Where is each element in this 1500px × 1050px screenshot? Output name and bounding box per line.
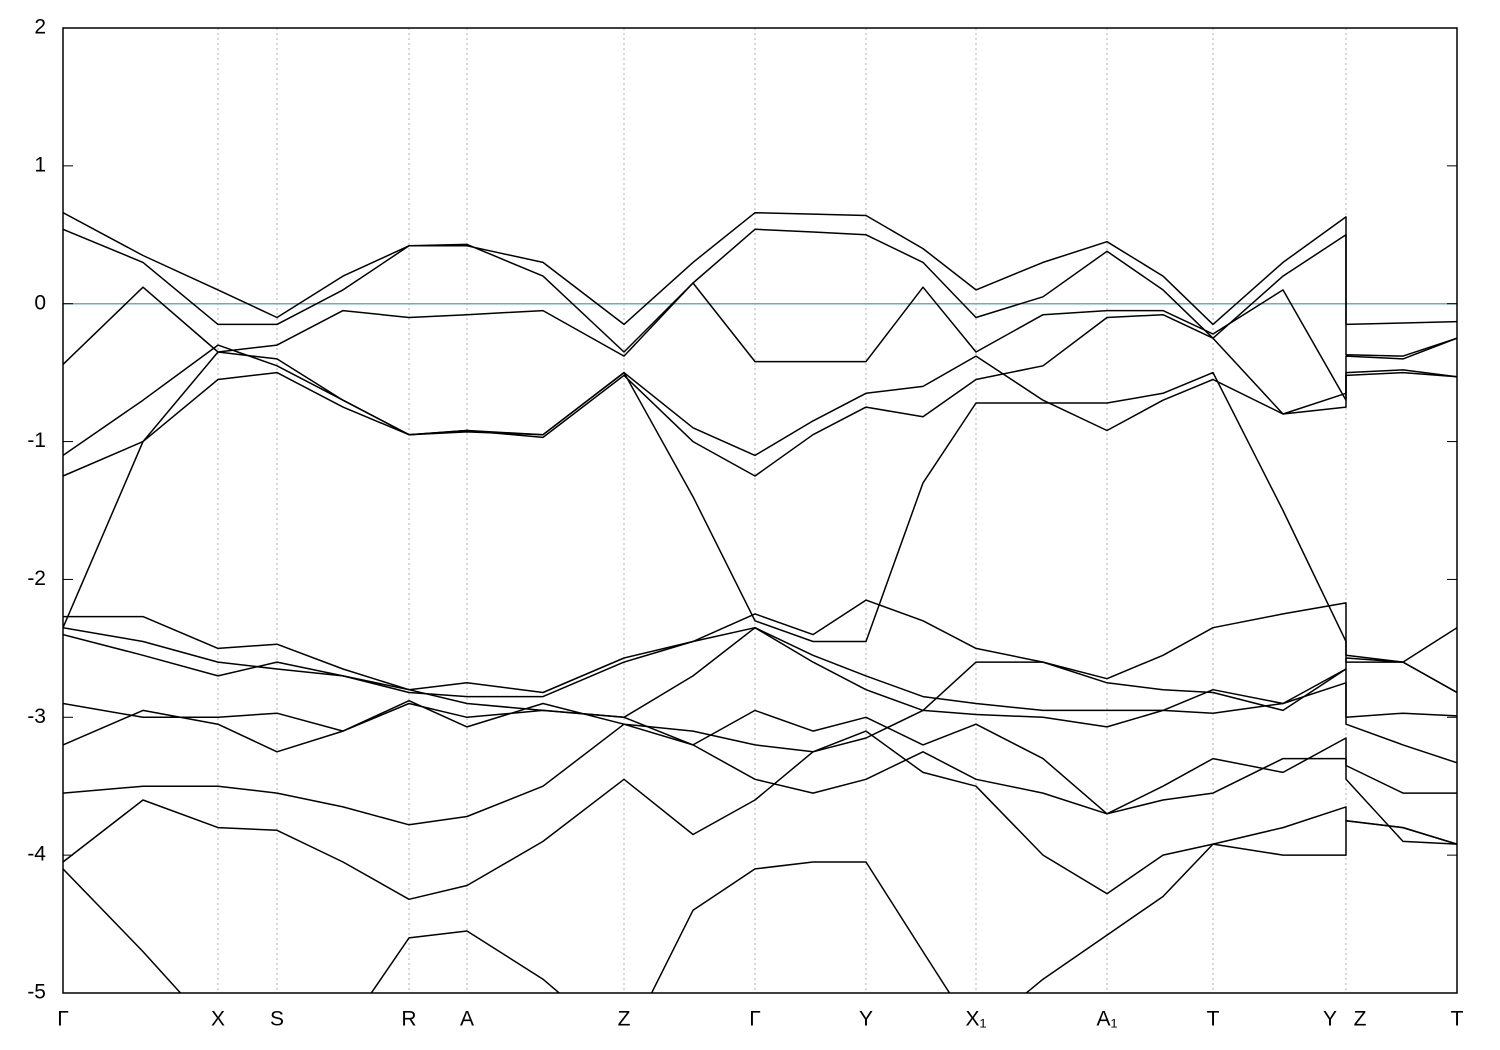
band — [63, 282, 1457, 401]
x-tick-label: A — [460, 1008, 474, 1031]
band — [63, 819, 1457, 993]
bands — [63, 211, 1457, 993]
band — [63, 337, 1457, 457]
x-tick-label: S — [270, 1008, 284, 1031]
y-tick-label: -1 — [27, 429, 46, 452]
x-tick-label: Z — [1354, 1008, 1367, 1031]
band — [63, 626, 1457, 728]
plot-frame — [62, 27, 1458, 994]
band — [63, 228, 1457, 357]
x-tick-label: T — [1207, 1008, 1220, 1031]
x-tick-label: A₁ — [1096, 1008, 1117, 1031]
x-tick-label: T — [1451, 1008, 1464, 1031]
band — [63, 702, 1457, 815]
band — [63, 599, 1457, 694]
band — [63, 661, 1457, 764]
y-tick-label: 2 — [34, 16, 46, 39]
band — [63, 351, 1457, 663]
x-tick-label: X₁ — [965, 1008, 986, 1031]
y-tick-label: 1 — [34, 153, 46, 176]
y-tick-label: -5 — [27, 981, 46, 1004]
y-tick-label: -3 — [27, 705, 46, 728]
x-tick-label: Γ — [57, 1008, 69, 1031]
band — [63, 723, 1457, 845]
y-tick-label: 0 — [34, 291, 46, 314]
grid — [217, 28, 1347, 993]
x-tick-label: Y — [859, 1008, 873, 1031]
y-tick-label: -2 — [27, 567, 46, 590]
x-tick-label: R — [401, 1008, 416, 1031]
x-tick-label: Γ — [749, 1008, 761, 1031]
band — [63, 626, 1457, 714]
x-tick-label: Y — [1323, 1008, 1337, 1031]
band — [63, 313, 1457, 477]
x-tick-label: X — [211, 1008, 225, 1031]
band — [63, 211, 1457, 326]
band — [63, 730, 1457, 901]
x-tick-label: Z — [618, 1008, 631, 1031]
y-tick-label: -4 — [27, 843, 46, 866]
